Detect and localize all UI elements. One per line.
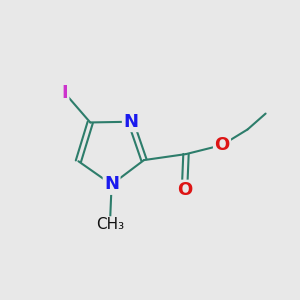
Text: I: I	[61, 84, 68, 102]
Text: O: O	[214, 136, 230, 154]
Text: N: N	[123, 113, 138, 131]
Text: N: N	[104, 176, 119, 194]
Text: O: O	[177, 181, 192, 199]
Text: CH₃: CH₃	[96, 218, 124, 232]
